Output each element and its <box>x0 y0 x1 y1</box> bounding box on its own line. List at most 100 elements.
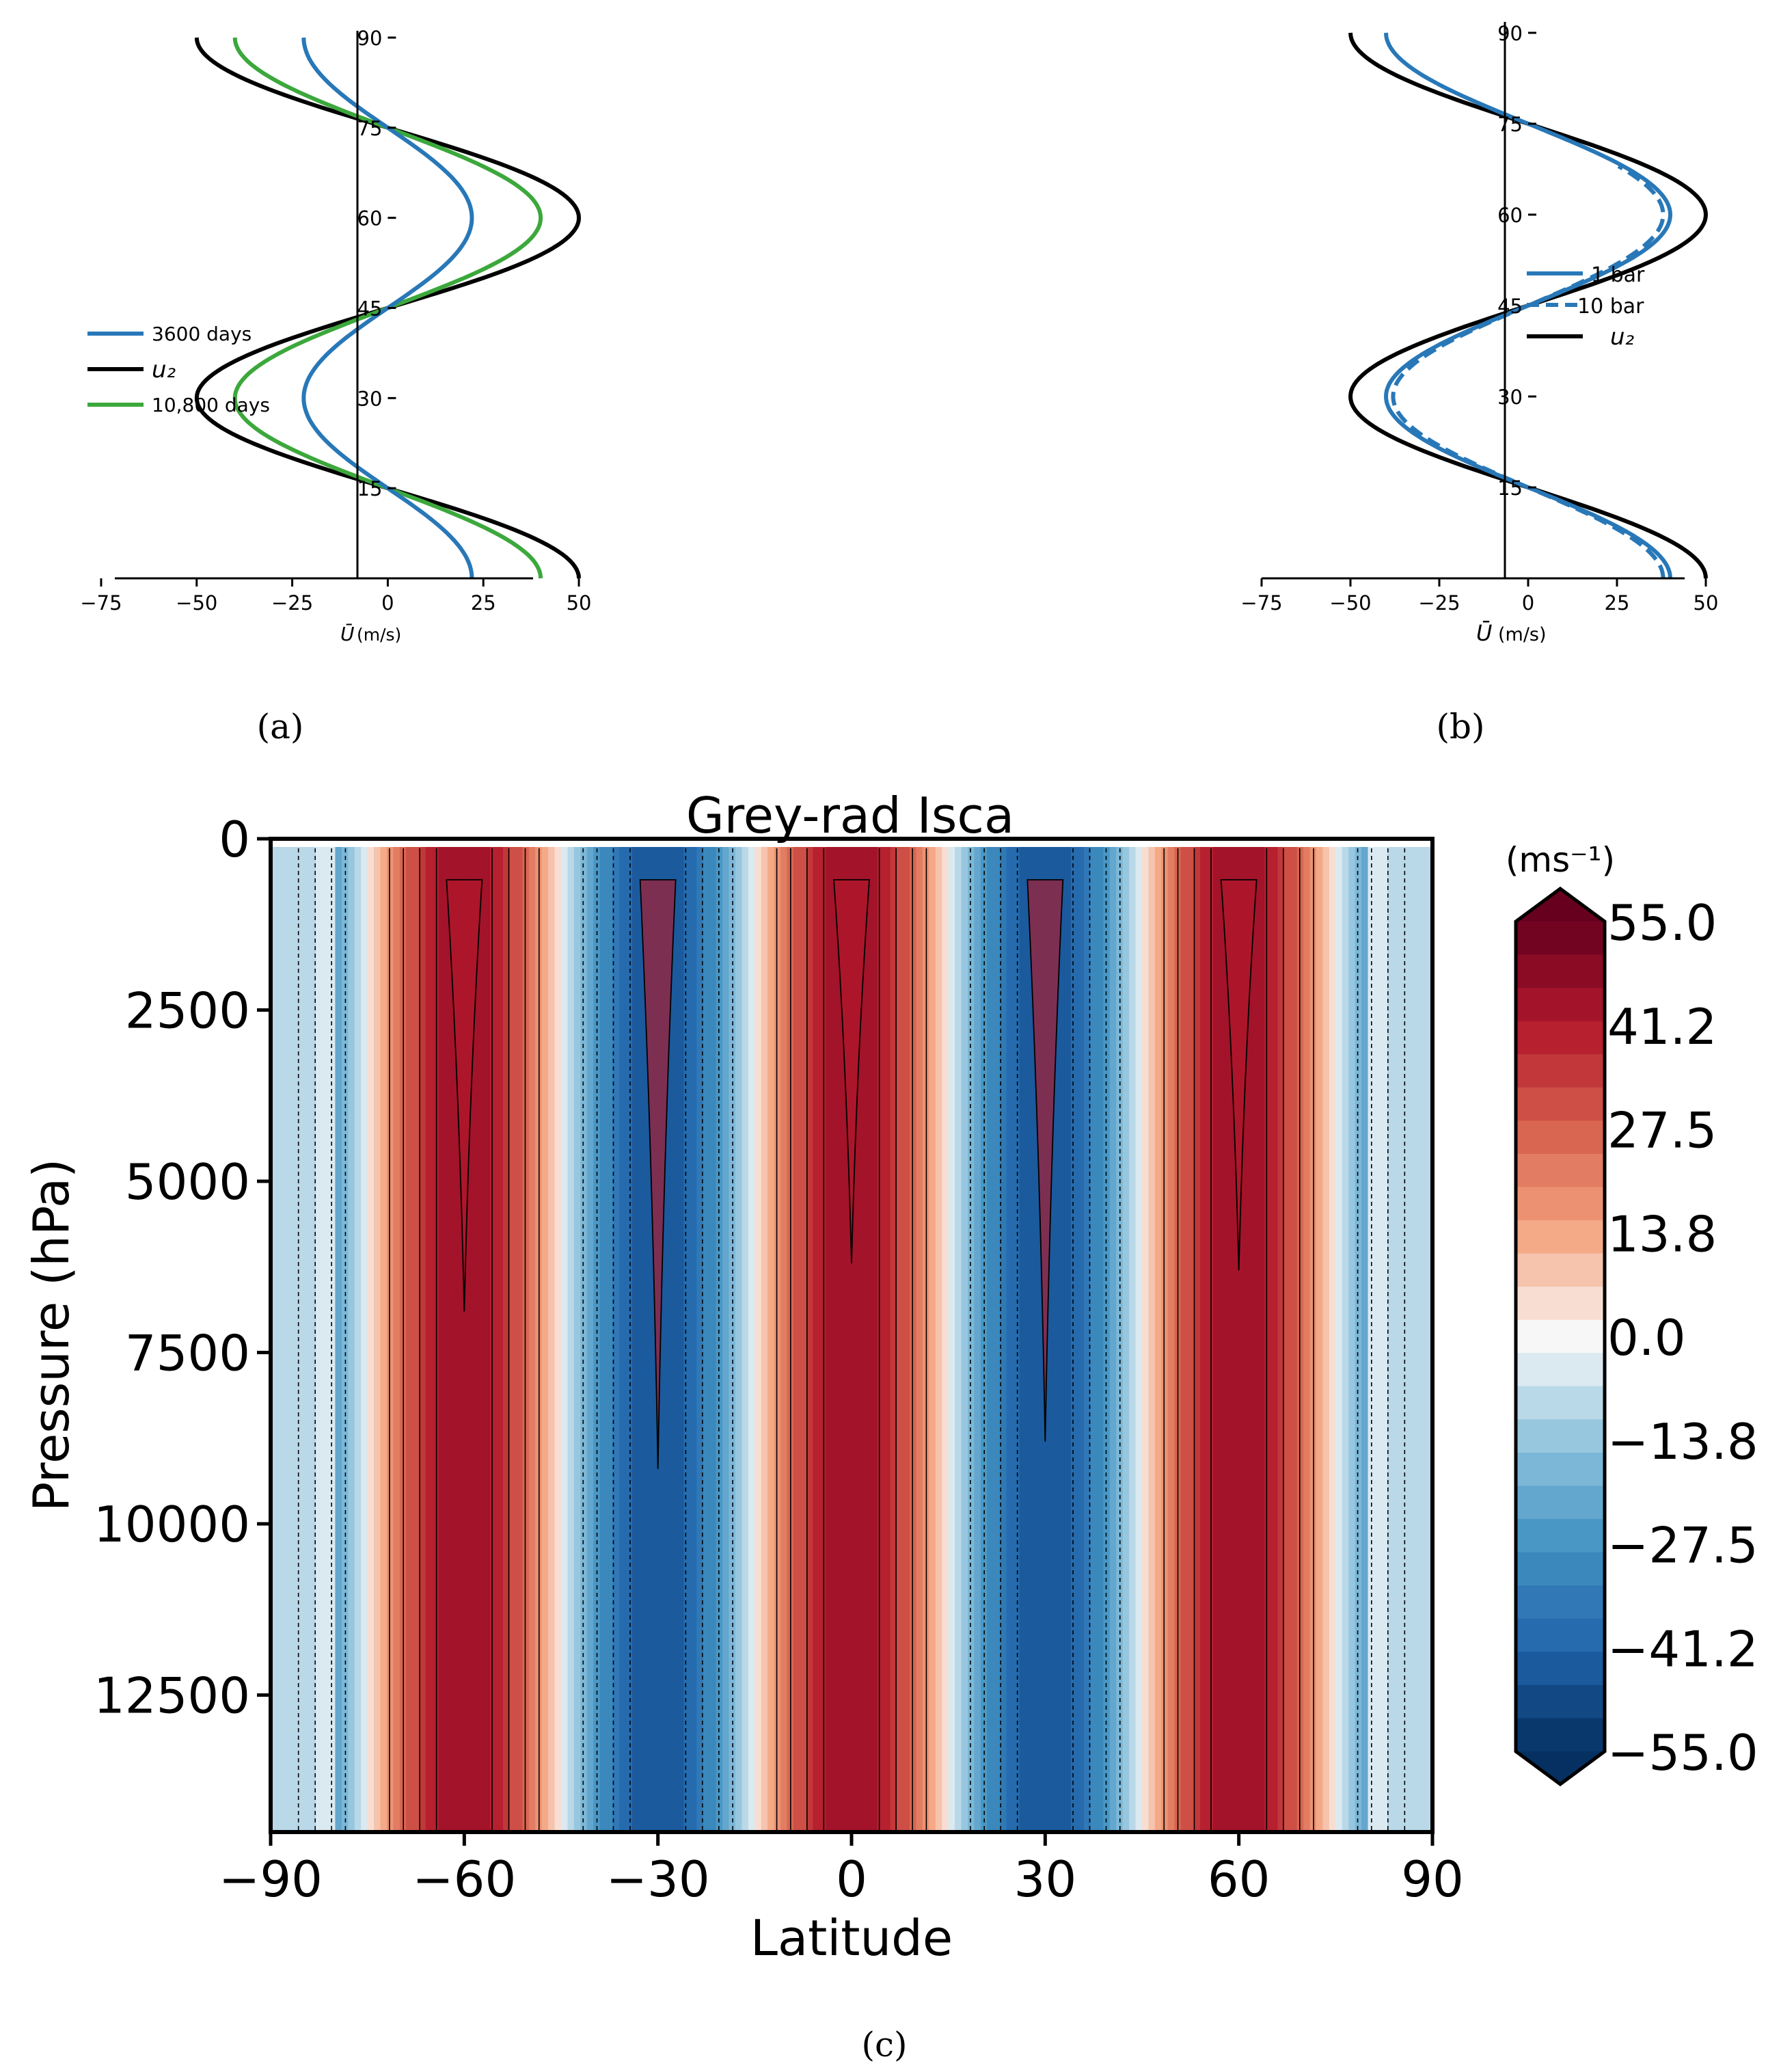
field-cell <box>1400 847 1407 1832</box>
field-cell <box>1206 847 1214 1832</box>
field-cell <box>445 847 452 1832</box>
panel-b-ytick-label-1: 30 <box>1497 386 1523 409</box>
panel-c-xtick-label-6: 90 <box>1401 1851 1464 1908</box>
panel-c-ylabel: Pressure (hPa) <box>23 1159 80 1511</box>
field-cell <box>451 847 459 1832</box>
field-cell <box>393 847 400 1832</box>
field-cell <box>929 847 936 1832</box>
colorbar-level <box>1516 1485 1605 1520</box>
colorbar-level <box>1516 954 1605 988</box>
field-cell <box>554 847 562 1832</box>
field-cell <box>1193 847 1201 1832</box>
panel-b-ytick-label-0: 15 <box>1497 476 1523 500</box>
legend-b-label-3: u₂ <box>1610 323 1635 351</box>
panel-b-yticks: 15 30 45 60 75 90 <box>1497 22 1536 500</box>
field-cell <box>1316 847 1324 1832</box>
panel-b-xticks: −75 −50 −25 0 25 50 <box>1240 578 1718 615</box>
field-cell <box>871 847 878 1832</box>
field-cell <box>580 847 588 1832</box>
field-cell <box>522 847 530 1832</box>
field-cell <box>1187 847 1195 1832</box>
field-cell <box>793 847 801 1832</box>
panel-a-xtick-label-4: 25 <box>471 591 496 615</box>
legend-b-label-1: 1 bar <box>1591 263 1645 287</box>
panel-b-xlabel-units: (m/s) <box>1498 624 1547 645</box>
panel-a-xtick-label-1: −50 <box>176 591 217 615</box>
colorbar-outline <box>1514 886 1607 1787</box>
field-cell <box>858 847 865 1832</box>
panel-a-xlabel-symbol: Ū <box>340 622 355 645</box>
colorbar-level <box>1516 1319 1605 1354</box>
panel-b-xtick-label-4: 25 <box>1605 591 1630 615</box>
legend-b-label-2: 10 bar <box>1577 295 1644 319</box>
field-cell <box>387 847 394 1832</box>
colorbar-tick-label-1: 41.2 <box>1607 998 1717 1055</box>
jet-core-0 <box>446 879 483 1312</box>
field-cell <box>483 847 491 1832</box>
panel-b-ytick-label-3: 60 <box>1497 204 1523 227</box>
field-cell <box>1348 847 1356 1832</box>
field-cell <box>1135 847 1143 1832</box>
field-cell <box>329 847 336 1832</box>
panel-c-contours <box>297 848 1406 1832</box>
field-cell <box>348 847 355 1832</box>
field-cell <box>438 847 446 1832</box>
field-cell <box>1129 847 1137 1832</box>
field-cell <box>503 847 511 1832</box>
colorbar-level <box>1516 1519 1605 1553</box>
field-cell <box>464 847 472 1832</box>
colorbar-max-extend <box>1516 889 1605 921</box>
field-cell <box>961 847 968 1832</box>
colorbar-level <box>1516 1153 1605 1188</box>
panel-c: Grey-rad Isca −90 −60 −30 0 30 60 90 0 2500 5000… <box>23 787 1758 2064</box>
field-cell <box>432 847 439 1832</box>
field-cell <box>1154 847 1162 1832</box>
field-cell <box>1148 847 1156 1832</box>
panel-a-ytick-label-2: 45 <box>357 297 383 321</box>
panel-c-xtick-label-5: 60 <box>1208 1851 1270 1908</box>
field-cell <box>1245 847 1253 1832</box>
field-cell <box>1071 847 1078 1832</box>
field-cell <box>406 847 413 1832</box>
colorbar-level <box>1516 1187 1605 1221</box>
field-cell <box>806 847 813 1832</box>
panel-a-ytick-label-1: 30 <box>357 387 383 410</box>
field-cell <box>457 847 465 1832</box>
colorbar-level <box>1516 988 1605 1022</box>
field-cell <box>367 847 375 1832</box>
field-cell <box>1090 847 1098 1832</box>
panel-a-label: (a) <box>257 707 304 746</box>
panel-c-field <box>271 847 1433 1832</box>
panel-c-xtick-label-0: −90 <box>219 1851 323 1908</box>
field-cell <box>586 847 594 1832</box>
field-cell <box>1277 847 1285 1832</box>
panel-a-xtick-label-5: 50 <box>567 591 592 615</box>
field-cell <box>910 847 917 1832</box>
colorbar-tick-label-3: 13.8 <box>1607 1205 1717 1263</box>
panel-c-yticks: 0 2500 5000 7500 10000 12500 <box>94 811 271 1725</box>
panel-b-xtick-label-5: 50 <box>1694 591 1719 615</box>
colorbar-tick-label-8: −55.0 <box>1607 1724 1758 1781</box>
panel-b-xtick-label-3: 0 <box>1522 591 1534 615</box>
field-cell <box>1361 847 1369 1832</box>
field-cell <box>1032 847 1039 1832</box>
colorbar-ticks: 55.0 41.2 27.5 13.8 0.0 −13.8 −27.5 −41.2 −55.0 <box>1607 894 1758 1781</box>
colorbar-body <box>1514 886 1607 1787</box>
field-cell <box>1058 847 1065 1832</box>
field-cell <box>496 847 504 1832</box>
colorbar-tick-label-0: 55.0 <box>1607 894 1717 952</box>
field-cell <box>832 847 839 1832</box>
field-cell <box>303 847 310 1832</box>
colorbar-level <box>1516 1718 1605 1752</box>
field-cell <box>1342 847 1349 1832</box>
field-cell <box>948 847 955 1832</box>
field-cell <box>780 847 788 1832</box>
colorbar-level <box>1516 1054 1605 1088</box>
field-cell <box>1303 847 1311 1832</box>
colorbar-level <box>1516 1220 1605 1254</box>
field-cell <box>1167 847 1175 1832</box>
field-cell <box>845 847 852 1832</box>
field-cell <box>683 847 691 1832</box>
field-cell <box>638 847 646 1832</box>
field-cell <box>322 847 329 1832</box>
